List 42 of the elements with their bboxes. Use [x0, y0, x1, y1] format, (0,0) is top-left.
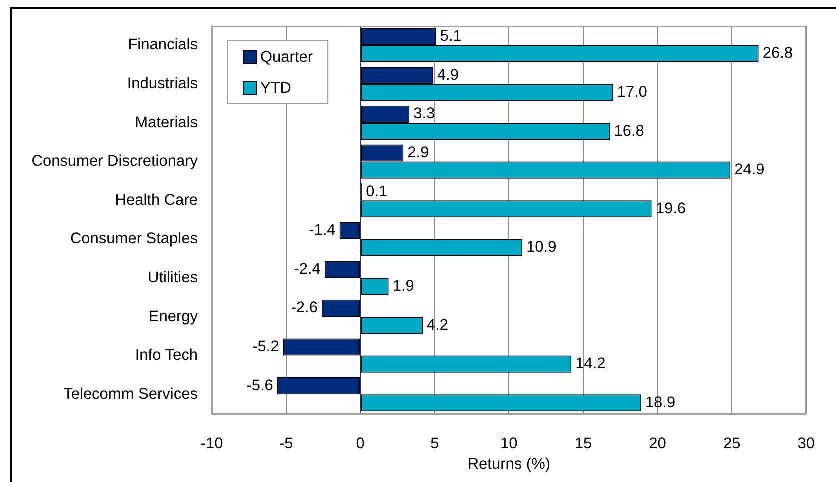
y-tick-label: Industrials [127, 75, 198, 92]
legend-label: YTD [260, 80, 292, 97]
data-label: 18.9 [645, 394, 676, 412]
data-label: -2.4 [294, 260, 322, 278]
y-tick-label: Consumer Staples [70, 230, 198, 248]
y-tick-label: Health Care [115, 192, 198, 209]
data-label: 14.2 [576, 356, 606, 373]
y-tick-label: Info Tech [135, 347, 198, 364]
x-tick-label: 30 [798, 436, 816, 453]
data-label: 26.8 [762, 45, 793, 62]
data-label: -5.6 [246, 377, 274, 394]
x-tick-label: -5 [279, 436, 294, 453]
data-label: 24.9 [734, 162, 765, 179]
data-label: 4.2 [427, 316, 449, 334]
x-tick-label: 10 [500, 436, 518, 453]
data-label: 1.9 [392, 278, 414, 296]
y-tick-label: Telecomm Services [64, 386, 198, 403]
x-tick-label: 0 [356, 436, 366, 453]
x-tick-label: 25 [723, 436, 741, 453]
y-tick-label: Consumer Discretionary [32, 153, 198, 170]
data-label: 5.1 [440, 28, 462, 46]
data-label: -1.4 [309, 222, 336, 240]
data-label: 19.6 [656, 200, 686, 218]
data-label: 3.3 [414, 106, 436, 123]
y-tick-label: Energy [148, 308, 198, 326]
data-label: 10.9 [526, 239, 557, 256]
x-tick-label: 5 [430, 436, 440, 453]
data-label: 4.9 [437, 66, 459, 84]
y-tick-label: Financials [128, 36, 198, 54]
y-tick-label: Utilities [148, 269, 198, 286]
data-label: -5.2 [252, 338, 280, 356]
x-tick-label: 15 [574, 436, 592, 453]
x-axis-title: Returns (%) [468, 456, 551, 473]
data-label: 17.0 [617, 84, 648, 102]
data-label: 2.9 [408, 144, 430, 162]
legend-label: Quarter [260, 48, 314, 66]
data-label: 16.8 [614, 122, 644, 140]
x-tick-label: 20 [649, 436, 667, 453]
x-tick-label: -10 [200, 436, 224, 453]
data-label: 0.1 [366, 183, 388, 200]
y-tick-label: Materials [135, 114, 198, 132]
data-label: -2.6 [291, 300, 318, 317]
